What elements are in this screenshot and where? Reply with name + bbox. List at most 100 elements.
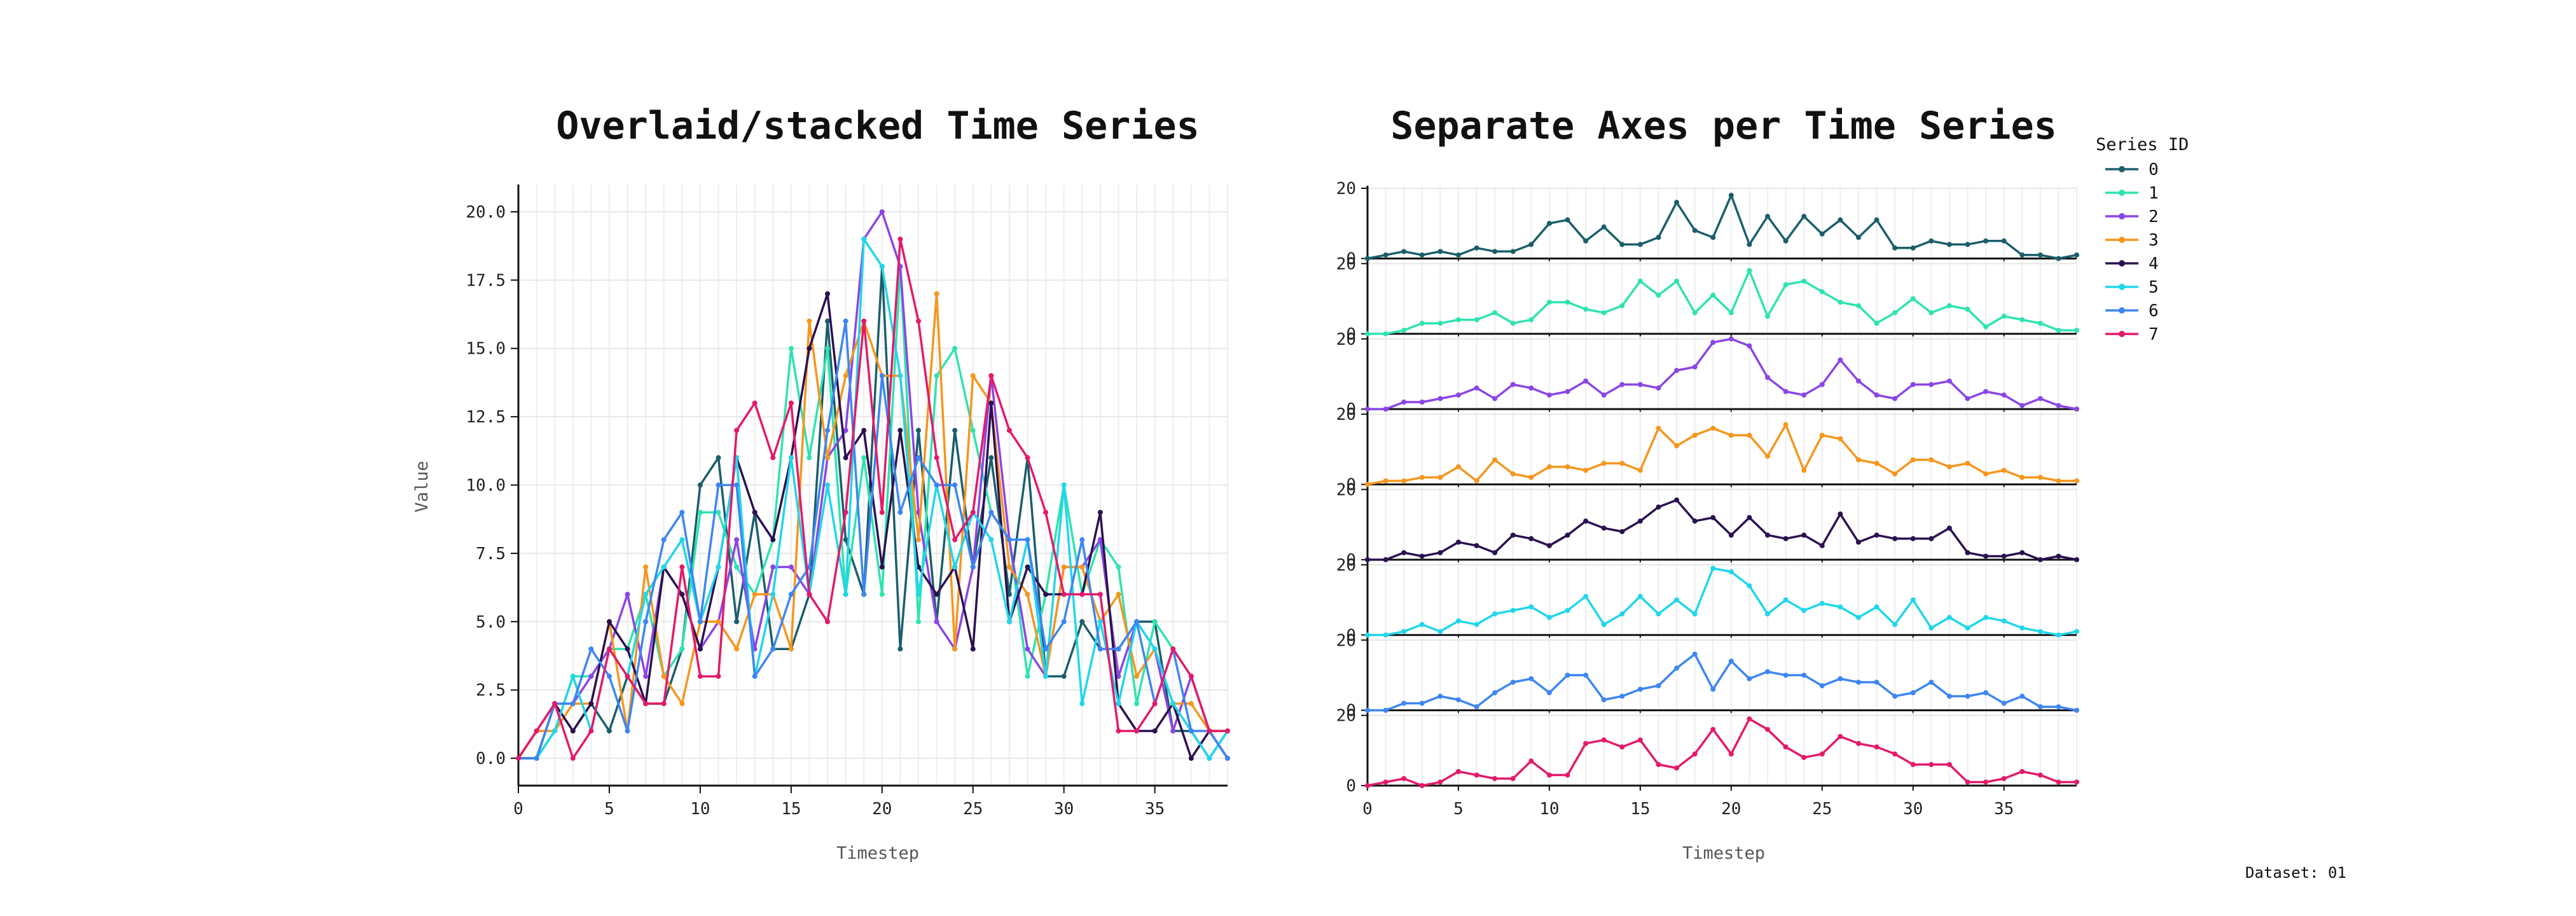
panel-series-point-3 (1656, 426, 1661, 431)
panel-series-point-6 (1747, 676, 1752, 681)
panel-series-point-0 (2074, 252, 2079, 258)
panel-series-point-7 (1783, 744, 1789, 750)
series-point-7 (825, 619, 831, 625)
x-tick-label: 30 (1903, 800, 1923, 819)
panel-series-point-0 (1637, 242, 1643, 247)
series-point-7 (807, 592, 812, 597)
panel-series-point-7 (1965, 779, 1970, 785)
panel-series-point-4 (1419, 553, 1425, 559)
panel-series-point-0 (1383, 252, 1388, 258)
panel-series-point-3 (1583, 468, 1589, 473)
panel-series-point-2 (1819, 382, 1825, 387)
panel-series-point-7 (1692, 751, 1698, 757)
y-tick-label: 12.5 (466, 408, 506, 427)
panel-series-point-4 (1946, 525, 1952, 531)
series-point-7 (734, 427, 740, 433)
panel-series-point-6 (2074, 707, 2079, 713)
x-tick-label: 0 (513, 800, 523, 819)
panel-series-point-4 (1710, 515, 1716, 520)
panel-series-point-3 (1764, 454, 1770, 459)
series-point-0 (697, 482, 703, 488)
panel-series-point-1 (1674, 278, 1680, 284)
series-point-2 (1025, 646, 1030, 652)
panel-series-point-3 (1492, 457, 1498, 462)
legend-marker-4 (2119, 260, 2125, 267)
panel-series-point-4 (1838, 511, 1843, 517)
series-point-5 (897, 373, 903, 378)
panel-series-point-1 (1656, 293, 1661, 298)
series-point-7 (788, 400, 794, 406)
series-point-6 (952, 482, 958, 488)
panel-series-point-4 (2037, 557, 2043, 562)
series-point-6 (1006, 537, 1012, 543)
panel-series-point-4 (1692, 518, 1698, 524)
series-point-4 (879, 564, 885, 570)
panel-series-point-1 (1983, 324, 1989, 330)
panel-series-point-7 (1838, 733, 1843, 739)
series-point-0 (915, 427, 921, 433)
panel-series-point-3 (1783, 422, 1789, 427)
series-point-4 (1152, 728, 1158, 734)
legend-label-6: 6 (2149, 302, 2159, 321)
panel-series-point-7 (1910, 761, 1916, 767)
panel-series-point-5 (1401, 628, 1407, 634)
panel-series-point-2 (1783, 389, 1789, 394)
panel-series-point-7 (1437, 779, 1443, 785)
series-point-2 (734, 537, 740, 543)
panel-series-point-0 (1946, 242, 1952, 247)
series-point-3 (934, 291, 939, 296)
panel-series-point-3 (1419, 475, 1425, 480)
panel-series-point-6 (1583, 672, 1589, 678)
panel-series-point-4 (1601, 525, 1607, 531)
panel-series-point-4 (1656, 504, 1661, 510)
series-point-5 (1006, 619, 1012, 625)
series-point-6 (970, 564, 976, 570)
panel-series-point-5 (2056, 632, 2061, 638)
panel-series-point-6 (1874, 679, 1880, 685)
panel-series-point-3 (1983, 471, 1989, 476)
panel-series-point-0 (1455, 252, 1461, 258)
panel-series-point-6 (1692, 651, 1698, 657)
panel-series-point-5 (1492, 611, 1498, 617)
series-point-7 (843, 510, 848, 515)
panel-series-point-1 (1819, 289, 1825, 295)
series-point-6 (770, 646, 776, 652)
panel-series-point-3 (1437, 475, 1443, 480)
panel-series-point-2 (2037, 396, 2043, 401)
panel-series-point-6 (1401, 700, 1407, 706)
series-point-5 (1061, 482, 1067, 488)
panel-series-point-6 (1764, 669, 1770, 674)
panel-series-point-5 (1710, 566, 1716, 571)
x-tick-label: 15 (1630, 800, 1650, 819)
series-point-7 (588, 728, 594, 734)
series-point-7 (1116, 728, 1121, 734)
panel-series-point-1 (1619, 303, 1625, 309)
series-point-3 (1079, 564, 1085, 570)
panel-series-point-3 (1601, 461, 1607, 466)
panel-series-point-5 (1874, 604, 1880, 610)
panel-series-point-2 (1674, 368, 1680, 373)
series-point-1 (1025, 674, 1030, 679)
panel-series-point-4 (1619, 529, 1625, 534)
panel-series-point-4 (1801, 532, 1807, 538)
legend-label-5: 5 (2149, 278, 2159, 297)
panel-series-line-4 (1368, 499, 2077, 561)
panel-series-point-3 (1455, 464, 1461, 469)
series-point-6 (1097, 646, 1103, 652)
panel-series-3: 0 20 (1336, 405, 2079, 495)
panel-y-tick-label: 20 (1336, 556, 1356, 575)
panel-series-point-5 (1528, 604, 1534, 610)
series-point-7 (552, 701, 558, 707)
panel-series-point-1 (1365, 331, 1370, 337)
overlaid-x-axis-title: Timestep (836, 843, 919, 863)
panel-series-point-1 (1492, 310, 1498, 316)
panel-y-tick-label: 0 (1346, 249, 1356, 268)
panel-series-point-5 (1838, 604, 1843, 610)
panel-series-point-5 (1929, 625, 1934, 631)
panel-series-point-2 (1910, 382, 1916, 387)
panel-series-point-2 (1365, 406, 1370, 412)
panel-series-point-7 (1929, 761, 1934, 767)
series-point-4 (625, 646, 630, 652)
series-point-3 (661, 674, 667, 679)
